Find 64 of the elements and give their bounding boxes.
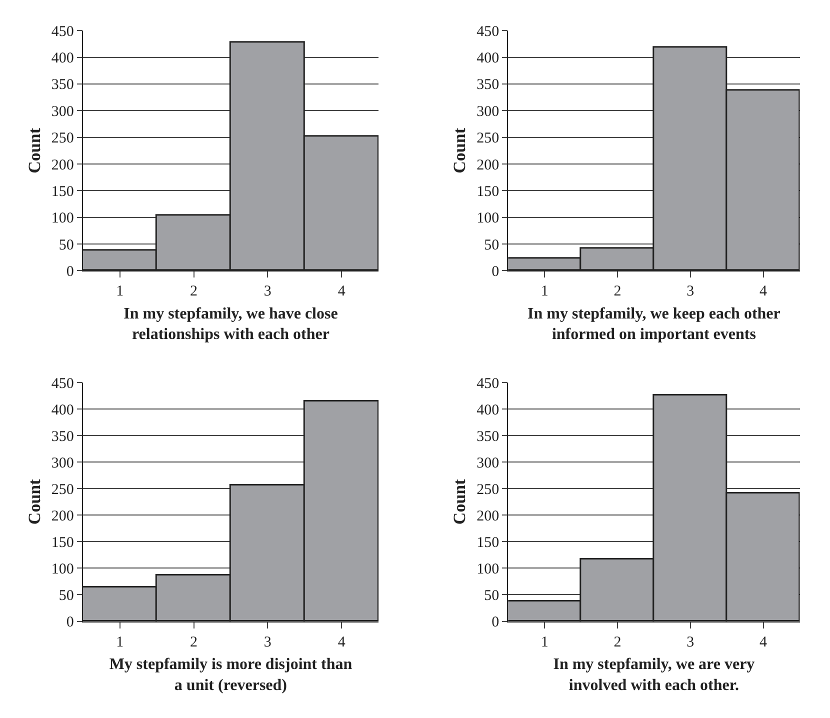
y-axis-title: Count [450,478,470,525]
x-tick-label: 4 [760,634,768,650]
y-axis-title: Count [24,478,44,525]
y-tick-label: 50 [484,237,500,254]
y-tick-label: 200 [51,508,74,524]
y-tick-label: 300 [51,104,74,120]
x-axis-title: My stepfamily is more disjoint than a unit (reversed) [109,656,352,694]
x-tick-label: 4 [338,284,346,300]
y-tick-label: 450 [51,376,74,392]
y-tick-label: 200 [476,157,500,174]
x-tick-label: 1 [540,284,548,300]
y-tick-label: 350 [476,428,500,445]
x-axis-title: In my stepfamily, we keep each other informed on important events [528,305,780,344]
y-tick-label: 350 [476,77,500,94]
y-tick-label: 150 [476,534,500,551]
y-tick-label: 150 [476,184,500,200]
y-tick-label: 200 [51,157,74,174]
y-tick-label: 400 [476,50,500,67]
x-tick-label: 4 [338,634,346,650]
x-tick-label: 3 [686,284,694,300]
y-tick-label: 250 [51,130,74,147]
x-axis-title: In my stepfamily, we have close relationships with each other [124,305,338,344]
y-tick-label: 150 [51,184,74,200]
x-tick-label: 2 [190,284,198,300]
y-tick-label: 400 [51,402,74,418]
x-tick-label: 1 [116,634,124,650]
y-axis-title: Count [24,128,44,174]
y-tick-label: 0 [492,614,500,630]
y-tick-label: 250 [51,482,74,498]
y-tick-label: 350 [51,428,74,445]
y-tick-label: 250 [476,482,500,498]
x-tick-label: 1 [540,634,548,650]
y-tick-label: 300 [476,104,500,120]
y-tick-label: 300 [476,455,500,472]
y-tick-label: 100 [476,561,500,578]
x-tick-label: 2 [614,634,622,650]
y-tick-label: 50 [484,588,500,604]
y-axis-title: Count [450,128,470,174]
x-tick-label: 3 [264,634,272,650]
y-tick-label: 450 [476,376,500,392]
x-tick-label: 3 [264,284,272,300]
x-tick-label: 2 [614,284,622,300]
y-tick-label: 0 [66,264,74,280]
y-tick-label: 0 [492,264,500,280]
y-tick-label: 150 [51,534,74,551]
y-tick-label: 450 [51,24,74,40]
y-tick-label: 50 [58,237,74,254]
y-tick-label: 100 [476,210,500,227]
y-tick-label: 50 [58,588,74,604]
x-tick-label: 1 [116,284,124,300]
x-axis-title: In my stepfamily, we are very involved with each other. [553,656,755,694]
x-tick-label: 3 [686,634,694,650]
y-tick-label: 350 [51,77,74,94]
y-tick-label: 400 [51,50,74,67]
y-tick-label: 450 [476,24,500,40]
y-tick-label: 300 [51,455,74,472]
y-tick-label: 200 [476,508,500,524]
y-tick-label: 100 [51,210,74,227]
x-tick-label: 2 [190,634,198,650]
y-tick-label: 400 [476,402,500,418]
y-tick-label: 100 [51,561,74,578]
y-tick-label: 250 [476,130,500,147]
y-tick-label: 0 [66,614,74,630]
x-tick-label: 4 [760,284,768,300]
